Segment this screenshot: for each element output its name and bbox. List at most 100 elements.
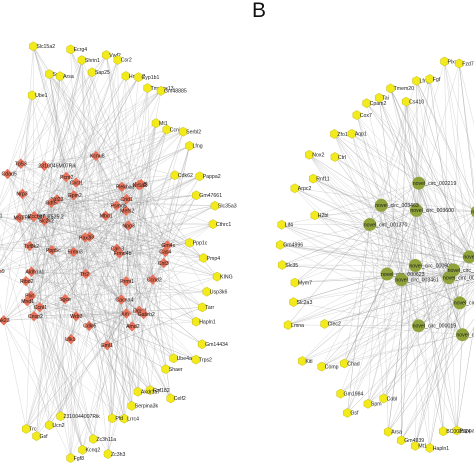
edge	[366, 103, 474, 209]
edge	[0, 217, 74, 253]
edge	[31, 271, 86, 275]
node-label: Jun	[120, 311, 128, 317]
mirna-node: Ribd2	[20, 275, 34, 287]
gene-node: Rnf11	[309, 173, 330, 184]
edge	[84, 237, 164, 264]
edge	[390, 88, 417, 211]
edge	[34, 216, 122, 300]
gene-node-hexagon	[439, 426, 448, 437]
edge	[367, 210, 417, 404]
node-label: Arsa	[391, 430, 402, 436]
edge	[22, 72, 93, 194]
gene-node-hexagon	[343, 408, 352, 418]
node-label: Cnt3	[158, 261, 169, 267]
node-label: Cdkl5	[83, 324, 96, 330]
mirna-node: Npg3	[122, 220, 135, 231]
gene-node-hexagon	[305, 149, 314, 160]
edge	[84, 186, 122, 238]
edge	[406, 101, 419, 184]
edge	[314, 183, 419, 216]
node-label: Fgf	[433, 77, 441, 83]
node-label: Kitl	[305, 359, 312, 365]
edge	[369, 224, 454, 271]
mirna-node-diamond	[121, 193, 132, 205]
edge	[0, 216, 90, 237]
node-label: Cacna4	[115, 297, 133, 303]
node-label: Csr2	[121, 58, 132, 64]
edge	[44, 175, 175, 221]
panel-b-label: B	[252, 0, 267, 22]
edge	[448, 275, 474, 278]
edge	[415, 214, 474, 266]
gene-node: Kcnq2	[78, 444, 100, 455]
edge	[302, 279, 402, 362]
circrna-node-circle	[470, 206, 474, 218]
gene-node-hexagon	[55, 71, 65, 82]
edge	[106, 54, 127, 200]
edge	[33, 216, 204, 259]
edge	[406, 101, 470, 257]
edge	[44, 54, 107, 221]
gene-node-hexagon	[336, 388, 345, 399]
edge	[95, 155, 127, 282]
circrna-node-circle	[412, 319, 426, 333]
edge	[88, 281, 127, 327]
edge	[89, 313, 127, 327]
gene-node: Shrin1	[77, 55, 100, 65]
edge	[416, 210, 474, 212]
gene-node: Lrrc4	[119, 413, 139, 424]
node-label: Gm1984	[344, 391, 364, 397]
edge	[107, 299, 122, 455]
node-label: Nr5a2	[133, 183, 147, 189]
gene-node: Cs410	[402, 96, 424, 107]
gene-node-hexagon	[352, 110, 361, 120]
edge	[89, 325, 166, 370]
edge	[19, 217, 122, 300]
gene-node: Cox7	[352, 110, 372, 120]
mirna-node: Ak23	[0, 315, 10, 326]
gene-node-hexagon	[185, 237, 194, 248]
mirna-node-diamond	[114, 248, 125, 259]
node-label: Prmt1	[120, 279, 134, 285]
edge	[39, 307, 61, 417]
node-label: Nrp3	[16, 192, 27, 198]
mirna-node: Slc2k2	[38, 215, 54, 226]
gene-node-hexagon	[169, 353, 178, 364]
node-label: Gabrb2	[138, 312, 155, 318]
node-label: Tfr2	[80, 272, 89, 278]
edge	[95, 155, 175, 176]
edge	[456, 334, 463, 431]
node-label: Comp	[325, 364, 339, 370]
node-label: Ppp1c	[193, 241, 208, 247]
edge	[294, 188, 370, 225]
edge	[416, 80, 474, 199]
edge	[379, 97, 463, 335]
edge	[0, 217, 20, 263]
edge	[444, 61, 450, 278]
node-label: novel_circ_002276	[463, 255, 474, 261]
gene-node: Celf2	[166, 393, 186, 404]
edge	[0, 145, 190, 242]
edge	[85, 273, 144, 315]
circrna-node: novel_circ_000741	[447, 263, 474, 277]
gene-node-hexagon	[102, 50, 111, 60]
gene-node-hexagon	[145, 385, 155, 396]
edge	[0, 95, 33, 253]
edge	[44, 220, 83, 450]
edge	[282, 264, 449, 278]
edge	[418, 183, 460, 303]
node-label: Mt1	[159, 121, 168, 127]
edge	[309, 154, 454, 271]
edge	[165, 251, 197, 322]
mirna-node-diamond	[102, 339, 113, 351]
edge	[25, 316, 77, 430]
gene-node-hexagon	[151, 118, 161, 129]
node-label: novel_circ_003600	[410, 208, 454, 214]
circrna-node: novel_circ_003600	[409, 203, 454, 217]
gene-node: KING	[212, 271, 233, 282]
gene-node: Arsa	[384, 426, 402, 437]
edge	[356, 115, 419, 326]
node-label: Ucn2	[52, 423, 64, 429]
edge	[356, 115, 416, 266]
edge	[31, 95, 97, 157]
